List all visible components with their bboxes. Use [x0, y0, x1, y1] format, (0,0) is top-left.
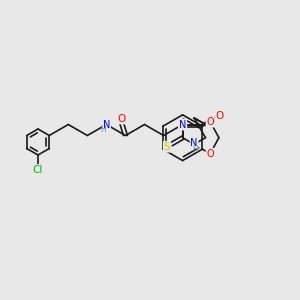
Text: N: N — [190, 138, 198, 148]
Text: N: N — [179, 119, 186, 130]
Text: O: O — [216, 111, 224, 121]
Text: H: H — [100, 125, 106, 134]
Text: O: O — [206, 148, 214, 159]
Text: N: N — [103, 119, 110, 130]
Text: N: N — [179, 119, 186, 130]
Text: H: H — [192, 145, 198, 154]
Text: O: O — [206, 117, 214, 127]
Text: S: S — [164, 142, 170, 152]
Text: Cl: Cl — [33, 165, 43, 175]
Text: O: O — [117, 113, 126, 124]
